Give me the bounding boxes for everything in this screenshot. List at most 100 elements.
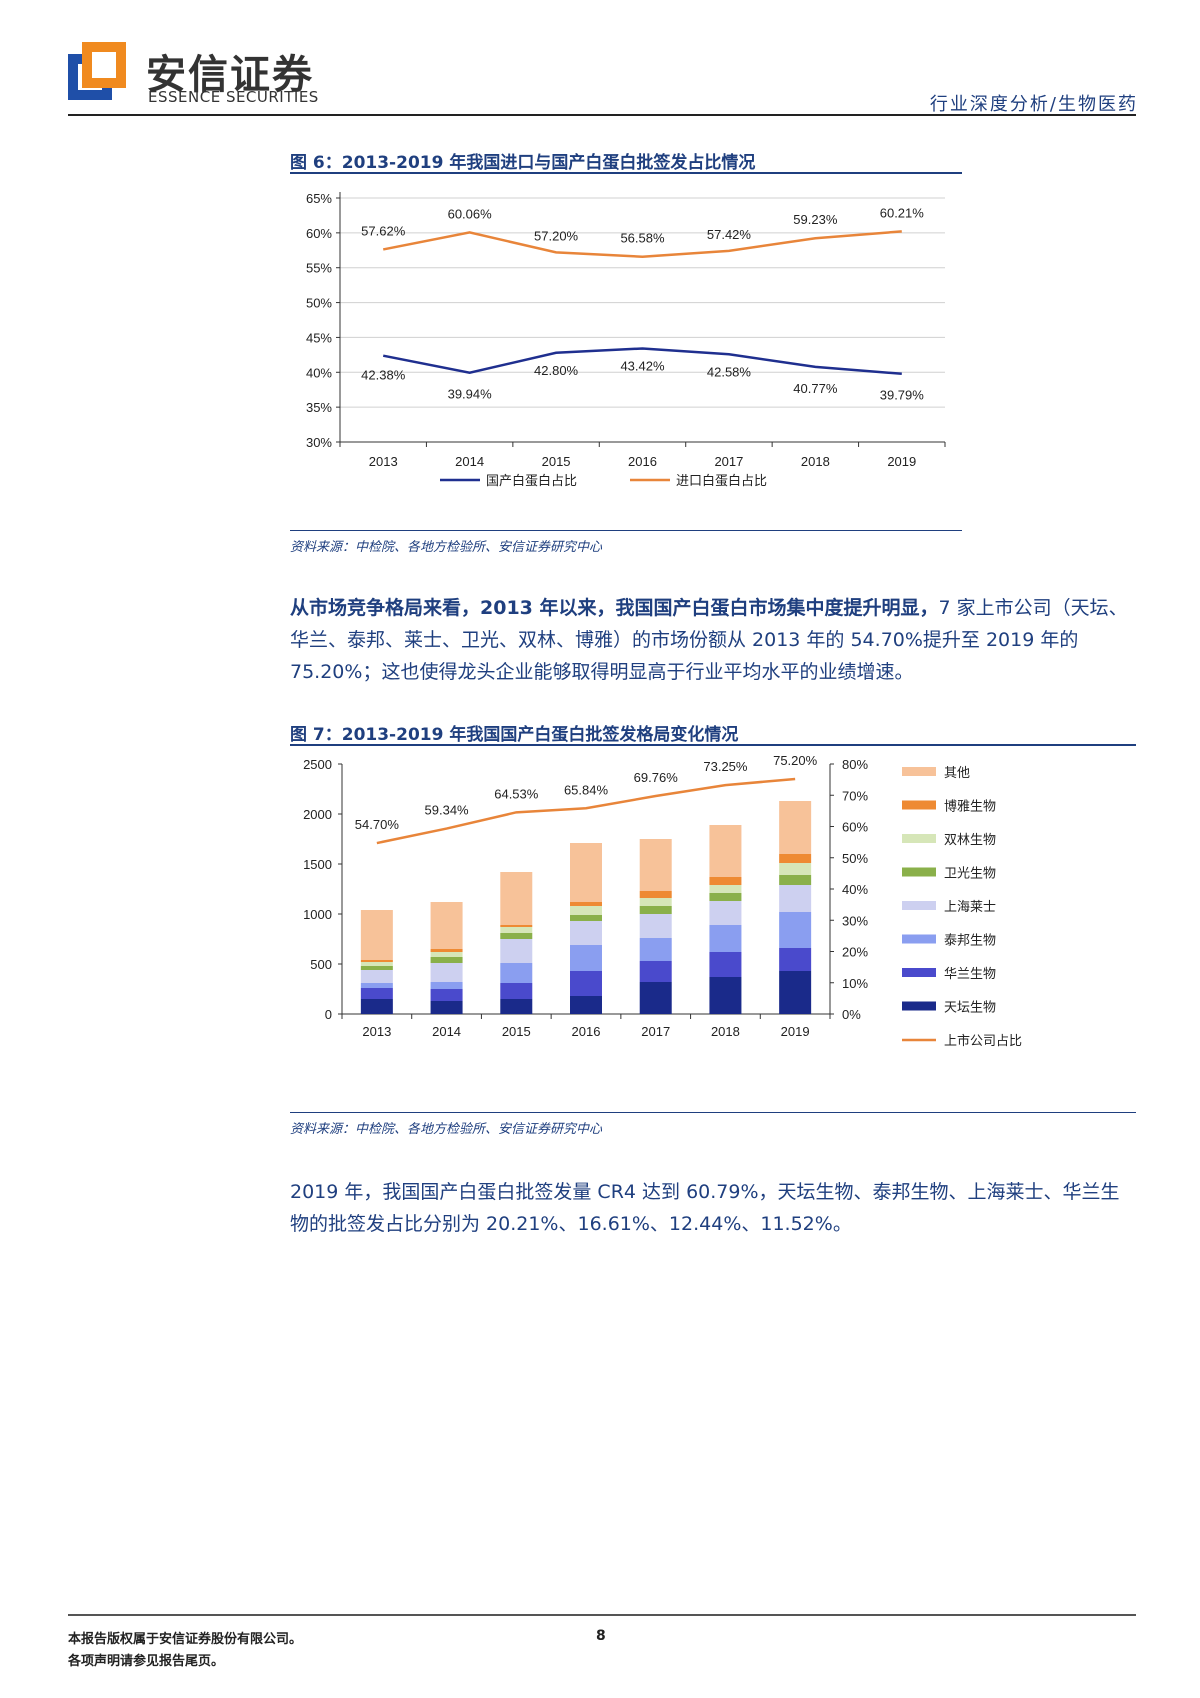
bar-segment [570, 906, 602, 915]
data-label: 40.77% [793, 381, 838, 396]
bar-segment [639, 938, 672, 961]
data-label: 42.58% [707, 364, 752, 379]
brand-name-en: ESSENCE SECURITIES [148, 88, 319, 106]
y-tick-label: 30% [306, 435, 332, 450]
bar-segment [709, 885, 742, 893]
bar-segment [639, 898, 672, 906]
footer-disclaimer: 各项声明请参见报告尾页。 [68, 1654, 225, 1669]
legend-swatch [902, 901, 936, 910]
brand-name-cn: 安信证券 [146, 52, 314, 98]
x-tick-label: 2013 [369, 454, 398, 469]
bar-segment [430, 982, 463, 989]
share-data-label: 64.53% [494, 786, 539, 801]
legend-label: 华兰生物 [944, 966, 996, 981]
bar-segment [779, 885, 812, 912]
legend-swatch [902, 800, 936, 810]
legend-label: 天坛生物 [944, 1000, 996, 1015]
legend-swatch [902, 934, 936, 944]
y-right-tick-label: 50% [842, 851, 868, 866]
share-data-label: 75.20% [773, 753, 818, 768]
figure7-title: 图 7：2013-2019 年我国国产白蛋白批签发格局变化情况 [290, 725, 739, 745]
share-data-label: 59.34% [425, 803, 470, 818]
y-tick-label: 65% [306, 191, 332, 206]
figure6-bottom-rule [290, 530, 962, 531]
bar-segment [430, 902, 463, 949]
bar-segment [639, 914, 672, 938]
bar-segment [360, 983, 393, 988]
bar-segment [430, 989, 463, 1001]
bar-segment [570, 915, 602, 921]
bar-segment [570, 945, 602, 971]
bar-segment [360, 962, 393, 966]
legend-swatch [902, 767, 936, 776]
share-data-label: 69.76% [634, 770, 679, 785]
x-tick-label: 2019 [887, 454, 916, 469]
y-right-tick-label: 30% [842, 913, 868, 928]
figure7-title-rule [290, 744, 1136, 746]
y-left-tick-label: 2000 [303, 807, 332, 822]
share-data-label: 65.84% [564, 782, 609, 797]
bar-segment [570, 843, 602, 902]
bar-segment [779, 854, 812, 863]
bar-segment [639, 961, 672, 982]
bar-segment [639, 982, 672, 1014]
y-tick-label: 35% [306, 400, 332, 415]
x-tick-label: 2015 [542, 454, 571, 469]
bar-segment [500, 939, 533, 963]
data-label: 57.62% [361, 223, 406, 238]
paragraph-market-concentration: 从市场竞争格局来看，2013 年以来，我国国产白蛋白市场集中度提升明显，7 家上… [290, 592, 1138, 688]
y-left-tick-label: 1000 [303, 907, 332, 922]
bar-segment [639, 906, 672, 914]
bar-segment [360, 966, 393, 970]
bar-segment [360, 970, 393, 983]
x-tick-label: 2015 [502, 1024, 531, 1039]
paragraph-lead-bold: 从市场竞争格局来看，2013 年以来，我国国产白蛋白市场集中度提升明显， [290, 597, 939, 619]
y-left-tick-label: 2500 [303, 757, 332, 772]
x-tick-label: 2017 [641, 1024, 670, 1039]
bar-segment [430, 949, 463, 952]
legend-label: 卫光生物 [944, 866, 996, 881]
x-tick-label: 2013 [362, 1024, 391, 1039]
bar-segment [500, 925, 533, 927]
paragraph-body: 7 家上市公司（天坛、华兰、泰邦、莱士、卫光、双林、博雅）的市场份额从 2013… [290, 597, 1128, 683]
bar-segment [779, 912, 812, 948]
figure6-source: 资料来源：中检院、各地方检验所、安信证券研究中心 [290, 540, 603, 555]
x-tick-label: 2016 [628, 454, 657, 469]
bar-segment [430, 963, 463, 982]
y-tick-label: 55% [306, 261, 332, 276]
y-tick-label: 50% [306, 296, 332, 311]
figure7-combo-chart: 2500 2000 1500 1000 500 0 80% 70% 60% 50% 40% 30% 20… [303, 753, 1022, 1048]
bar-segment [430, 952, 463, 957]
figure7-source: 资料来源：中检院、各地方检验所、安信证券研究中心 [290, 1122, 603, 1137]
x-tick-label: 2019 [781, 1024, 810, 1039]
legend-label: 其他 [944, 765, 970, 780]
y-tick-label: 40% [306, 365, 332, 380]
footer-copyright: 本报告版权属于安信证券股份有限公司。 [68, 1632, 303, 1647]
bar-segment [779, 863, 812, 875]
share-data-label: 73.25% [703, 759, 748, 774]
bar-segment [779, 971, 812, 1014]
figure6-title: 图 6：2013-2019 年我国进口与国产白蛋白批签发占比情况 [290, 153, 756, 173]
bar-segment [500, 999, 533, 1014]
bar-segment [430, 1001, 463, 1014]
data-label: 60.21% [880, 205, 925, 220]
x-tick-label: 2014 [455, 454, 484, 469]
bar-segment [360, 910, 393, 960]
bar-segment [360, 960, 393, 962]
report-category: 行业深度分析/生物医药 [929, 94, 1138, 115]
y-tick-label: 45% [306, 330, 332, 345]
figure6-title-rule [290, 172, 962, 174]
legend-label: 双林生物 [944, 832, 996, 847]
data-label: 57.20% [534, 228, 579, 243]
bar-segment [709, 952, 742, 977]
bar-segment [709, 977, 742, 1014]
bar-segment [779, 875, 812, 885]
legend-swatch [902, 1001, 936, 1011]
legend-swatch [902, 834, 936, 843]
y-left-tick-label: 500 [310, 957, 332, 972]
x-tick-label: 2017 [714, 454, 743, 469]
bar-segment [570, 902, 602, 906]
y-tick-label: 60% [306, 226, 332, 241]
data-label: 56.58% [620, 231, 665, 246]
legend-label: 泰邦生物 [944, 933, 996, 948]
